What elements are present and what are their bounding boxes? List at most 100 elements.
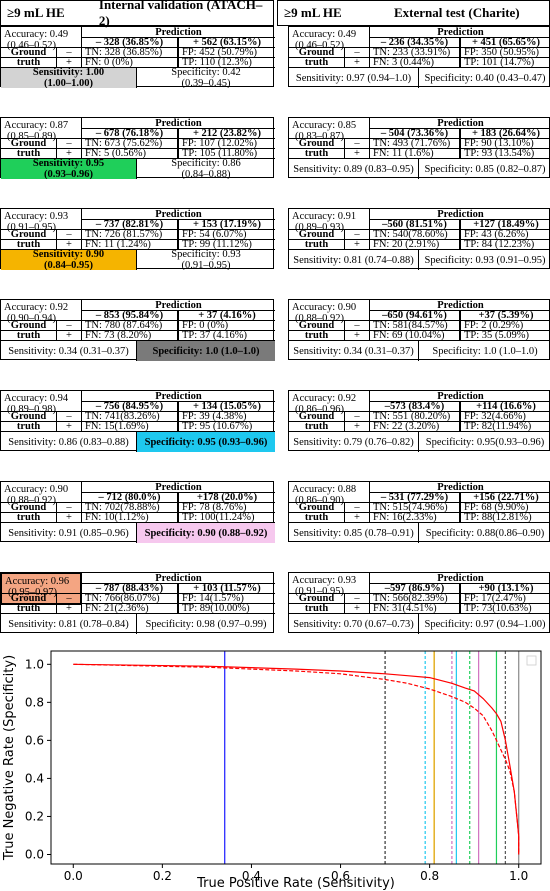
specificity-cell: Specificity: 0.40 (0.43–0.47) — [418, 67, 550, 88]
specificity-cell: Specificity: 0.95(0.93–0.96) — [418, 431, 550, 452]
accuracy-ci: (0.88–0.92) — [295, 313, 344, 324]
legend-box — [526, 655, 537, 666]
confusion-block-right: Accuracy: 0.88 (0.86–0.90) Prediction – 531… — [288, 481, 550, 543]
sensitivity-value: Sensitivity: 1.00 — [32, 67, 105, 78]
sensitivity-ci: (0.84–0.95) — [44, 260, 93, 270]
accuracy-ci: (0.85–0.89) — [7, 131, 56, 142]
accuracy-value: Accuracy: 0.88 — [292, 484, 357, 495]
accuracy-cell: Accuracy: 0.94 (0.89–0.98) — [1, 391, 81, 423]
x-axis-label: True Positive Rate (Sensitivity) — [196, 876, 395, 891]
sensitivity-cell: Sensitivity: 0.90 (0.84–0.95) — [1, 249, 137, 270]
accuracy-ci: (0.83–0.87) — [295, 131, 344, 142]
accuracy-cell: Accuracy: 0.96 (0.95–0.97) — [1, 573, 81, 605]
right-title: External test (Charite) — [394, 5, 520, 20]
specificity-cell: Specificity: 0.93 (0.91–0.95) — [136, 249, 275, 270]
confusion-block-right: Accuracy: 0.90 (0.88–0.92) Prediction –650 … — [288, 299, 550, 361]
y-tick-label: 0.6 — [25, 733, 44, 747]
x-tick-label: 0.8 — [420, 869, 439, 883]
accuracy-value: Accuracy: 0.49 — [292, 29, 357, 40]
accuracy-ci: (0.86–0.96) — [295, 404, 344, 415]
accuracy-cell: Accuracy: 0.91 (0.89–0.93) — [289, 209, 369, 241]
sensitivity-cell: Sensitivity: 0.95 (0.93–0.96) — [1, 158, 137, 179]
confusion-block-left: Accuracy: 0.96 (0.95–0.97) Prediction – 787… — [0, 572, 275, 634]
y-tick-label: 0.0 — [25, 847, 44, 861]
sensitivity-value: Sensitivity: 0.95 — [32, 158, 105, 169]
accuracy-ci: (0.91–0.95) — [295, 586, 344, 597]
specificity-cell: Specificity: 0.93 (0.91–0.95) — [418, 249, 550, 270]
specificity-ci: (0.39–0.45) — [181, 78, 231, 88]
sensitivity-ci: (0.93–0.96) — [44, 169, 93, 179]
left-title: Internal validation (ATACH–2) — [98, 0, 263, 28]
y-axis-label: True Negative Rate (Specificity) — [2, 655, 17, 861]
specificity-cell: Specificity: 0.97 (0.94–1.00) — [418, 613, 550, 634]
accuracy-value: Accuracy: 0.92 — [4, 302, 69, 313]
accuracy-cell: Accuracy: 0.92 (0.90–0.94) — [1, 300, 81, 332]
accuracy-ci: (0.89–0.98) — [7, 404, 56, 415]
specificity-cell: Specificity: 1.0 (1.0–1.0) — [136, 340, 275, 361]
specificity-value: Specificity: 0.86 — [171, 158, 241, 169]
accuracy-value: Accuracy: 0.90 — [4, 484, 69, 495]
accuracy-cell: Accuracy: 0.87 (0.85–0.89) — [1, 118, 81, 150]
sensitivity-cell: Sensitivity: 0.81 (0.74–0.88) — [289, 249, 419, 270]
accuracy-value: Accuracy: 0.94 — [4, 393, 69, 404]
accuracy-value: Accuracy: 0.87 — [4, 120, 69, 131]
specificity-cell: Specificity: 0.90 (0.88–0.92) — [136, 522, 275, 543]
specificity-cell: Specificity: 0.42 (0.39–0.45) — [136, 67, 275, 88]
accuracy-ci: (0.86–0.90) — [295, 495, 344, 506]
sensitivity-cell: Sensitivity: 0.79 (0.76–0.82) — [289, 431, 419, 452]
sensitivity-cell: Sensitivity: 0.89 (0.83–0.95) — [289, 158, 419, 179]
plot-frame — [50, 650, 542, 865]
confusion-block-right: Accuracy: 0.85 (0.83–0.87) Prediction – 504… — [288, 117, 550, 179]
confusion-block-left: Accuracy: 0.93 (0.91–0.95) Prediction – 737… — [0, 208, 275, 270]
confusion-block-right: Accuracy: 0.91 (0.89–0.93) Prediction –560 … — [288, 208, 550, 270]
confusion-block-right: Accuracy: 0.93 (0.91–0.95) Prediction –597 … — [288, 572, 550, 634]
left-threshold: ≥9 mL HE — [7, 5, 65, 20]
roc-curve-dashed — [73, 663, 520, 855]
sensitivity-ci: (1.00–1.00) — [44, 78, 93, 88]
accuracy-cell: Accuracy: 0.90 (0.88–0.92) — [1, 482, 81, 514]
confusion-block-left: Accuracy: 0.49 (0.46–0.52) Prediction – 328… — [0, 26, 275, 88]
specificity-cell: Specificity: 0.88(0.86–0.90) — [418, 522, 550, 543]
accuracy-value: Accuracy: 0.49 — [4, 29, 69, 40]
accuracy-cell: Accuracy: 0.49 (0.46–0.52) — [1, 27, 81, 59]
y-tick-label: 0.4 — [25, 771, 44, 785]
roc-chart: 0.0 0.2 0.4 0.6 0.8 1.0 0.0 0.2 0.4 0.6 0.8 1.0 True… — [2, 650, 542, 891]
sensitivity-cell: Sensitivity: 0.34 (0.31–0.37) — [1, 340, 137, 361]
confusion-block-right: Accuracy: 0.92 (0.86–0.96) Prediction –573 … — [288, 390, 550, 452]
x-tick-label: 0.0 — [64, 869, 83, 883]
accuracy-cell: Accuracy: 0.49 (0.46–0.52) — [289, 27, 369, 59]
accuracy-ci: (0.46–0.52) — [7, 40, 56, 51]
accuracy-cell: Accuracy: 0.93 (0.91–0.95) — [289, 573, 369, 605]
sensitivity-cell: Sensitivity: 0.97 (0.94–1.0) — [289, 67, 419, 88]
sensitivity-cell: Sensitivity: 1.00 (1.00–1.00) — [1, 67, 137, 88]
accuracy-value: Accuracy: 0.91 — [292, 211, 357, 222]
accuracy-cell: Accuracy: 0.93 (0.91–0.95) — [1, 209, 81, 241]
sensitivity-value: Sensitivity: 0.90 — [32, 249, 105, 260]
confusion-block-left: Accuracy: 0.92 (0.90–0.94) Prediction – 853… — [0, 299, 275, 361]
confusion-block-left: Accuracy: 0.90 (0.88–0.92) Prediction – 712… — [0, 481, 275, 543]
confusion-block-left: Accuracy: 0.94 (0.89–0.98) Prediction – 756… — [0, 390, 275, 452]
specificity-ci: (0.91–0.95) — [181, 260, 231, 270]
accuracy-ci: (0.88–0.92) — [7, 495, 56, 506]
accuracy-ci: (0.91–0.95) — [7, 222, 56, 233]
confusion-block-left: Accuracy: 0.87 (0.85–0.89) Prediction – 678… — [0, 117, 275, 179]
sensitivity-cell: Sensitivity: 0.86 (0.83–0.88) — [1, 431, 137, 452]
y-tick-label: 1.0 — [25, 657, 44, 671]
accuracy-value: Accuracy: 0.93 — [4, 211, 69, 222]
y-tick-label: 0.2 — [25, 809, 44, 823]
accuracy-ci: (0.90–0.94) — [7, 313, 56, 324]
accuracy-value: Accuracy: 0.93 — [292, 575, 357, 586]
sensitivity-cell: Sensitivity: 0.70 (0.67–0.73) — [289, 613, 419, 634]
accuracy-value: Accuracy: 0.92 — [292, 393, 357, 404]
sensitivity-cell: Sensitivity: 0.85 (0.78–0.91) — [289, 522, 419, 543]
right-threshold: ≥9 mL HE — [284, 5, 342, 20]
accuracy-value: Accuracy: 0.96 — [5, 576, 70, 587]
specificity-cell: Specificity: 1.0 (1.0–1.0) — [418, 340, 550, 361]
accuracy-value: Accuracy: 0.90 — [292, 302, 357, 313]
specificity-cell: Specificity: 0.86 (0.84–0.88) — [136, 158, 275, 179]
specificity-ci: (0.84–0.88) — [181, 169, 231, 179]
accuracy-ci: (0.89–0.93) — [295, 222, 344, 233]
sensitivity-cell: Sensitivity: 0.91 (0.85–0.96) — [1, 522, 137, 543]
sensitivity-cell: Sensitivity: 0.34 (0.31–0.37) — [289, 340, 419, 361]
